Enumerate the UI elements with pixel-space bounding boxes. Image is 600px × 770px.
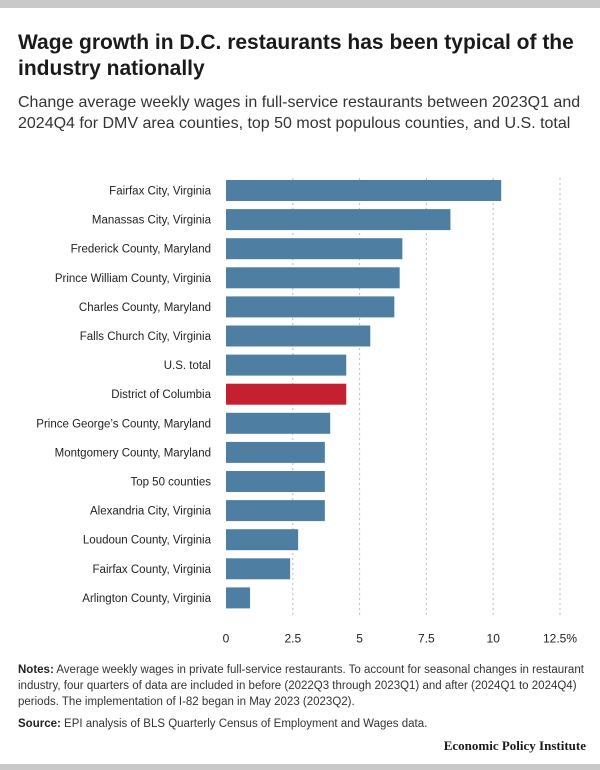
category-label: Fairfax County, Virginia (93, 564, 212, 576)
bar (226, 209, 451, 231)
category-label: Manassas City, Virginia (92, 215, 212, 227)
bar (226, 267, 400, 289)
category-label: Loudoun County, Virginia (83, 535, 212, 547)
category-label: Charles County, Maryland (79, 302, 211, 314)
bottom-accent-bar (0, 764, 600, 770)
x-tick-label: 12.5% (543, 632, 577, 646)
source-label: Source: (18, 718, 61, 730)
notes-text: Average weekly wages in private full-ser… (18, 664, 584, 708)
chart-subtitle: Change average weekly wages in full-serv… (18, 94, 581, 132)
category-label: Fairfax City, Virginia (109, 186, 211, 198)
category-label: Prince William County, Virginia (55, 273, 212, 285)
bar (226, 180, 502, 201)
category-label: Montgomery County, Maryland (55, 447, 211, 459)
x-tick-label: 7.5 (418, 632, 435, 646)
x-tick-label: 2.5 (284, 632, 301, 646)
category-label: U.S. total (164, 360, 211, 372)
x-tick-label: 5 (356, 632, 363, 646)
bar (226, 354, 347, 376)
category-label: Arlington County, Virginia (82, 593, 211, 605)
notes: Notes: Average weekly wages in private f… (18, 662, 586, 710)
category-label: District of Columbia (111, 389, 211, 401)
category-label: Falls Church City, Virginia (80, 331, 212, 343)
bar (226, 587, 251, 609)
bar (226, 471, 325, 492)
bar (226, 441, 325, 463)
bar-highlight (226, 383, 347, 405)
x-tick-label: 0 (223, 632, 230, 646)
bar (226, 325, 371, 347)
bar-chart: Fairfax City, Virginia Manassas City, Vir… (36, 178, 577, 646)
source: Source: EPI analysis of BLS Quarterly Ce… (18, 716, 586, 732)
bar (226, 296, 395, 318)
top-accent-bar (0, 0, 600, 8)
brand-logo-text: Economic Policy Institute (443, 738, 586, 753)
notes-label: Notes: (18, 664, 54, 676)
bar (226, 500, 325, 522)
category-label: Frederick County, Maryland (71, 244, 211, 256)
category-label: Top 50 counties (130, 477, 211, 489)
x-tick-label: 10 (487, 632, 501, 646)
bar (226, 558, 291, 580)
bar (226, 529, 299, 551)
category-label: Prince George’s County, Maryland (36, 418, 211, 430)
bar (226, 412, 331, 434)
chart-title: Wage growth in D.C. restaurants has been… (18, 31, 574, 80)
source-text: EPI analysis of BLS Quarterly Census of … (60, 718, 428, 730)
category-label: Alexandria City, Virginia (90, 506, 212, 518)
bar (226, 238, 403, 260)
